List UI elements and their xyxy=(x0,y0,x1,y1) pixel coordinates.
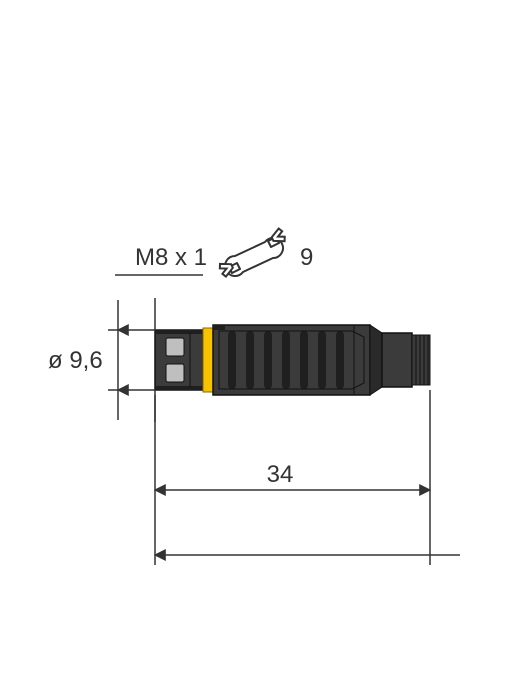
yellow-ring xyxy=(203,328,213,392)
dim-diameter xyxy=(108,300,155,420)
connector-head xyxy=(155,330,203,390)
dim-diameter-label: ø 9,6 xyxy=(48,347,103,374)
connector-tail xyxy=(370,325,430,395)
wrench-size-label: 9 xyxy=(300,244,313,271)
thread-label: M8 x 1 xyxy=(135,244,207,271)
wrench-icon xyxy=(218,228,286,278)
connector-body xyxy=(155,325,430,395)
dim-length-label: 34 xyxy=(267,461,294,488)
connector-grip xyxy=(213,325,370,395)
